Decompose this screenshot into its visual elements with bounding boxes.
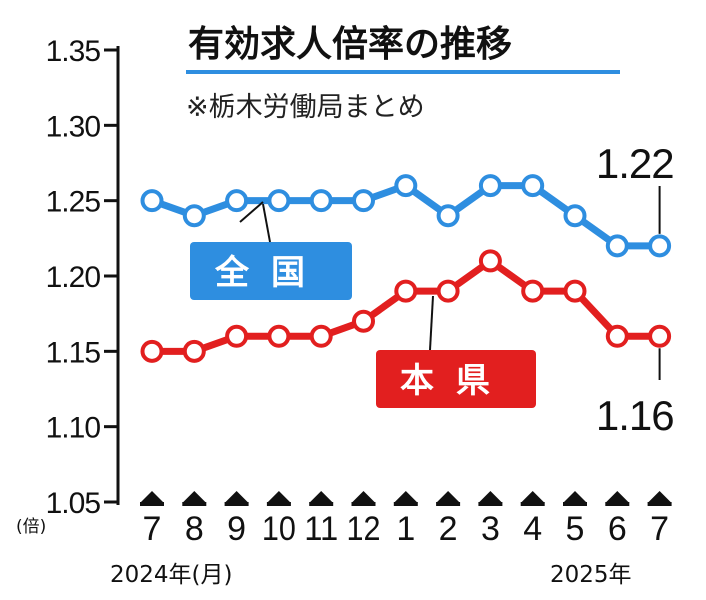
y-tick-label: 1.15 xyxy=(46,336,101,369)
x-tick-label: 8 xyxy=(185,510,204,548)
x-tick-base xyxy=(605,502,630,506)
end-label-national: 1.22 xyxy=(596,140,674,187)
data-point xyxy=(648,234,672,258)
x-tick-label: 3 xyxy=(481,510,500,548)
y-ticks: 1.35 1.30 1.25 1.20 1.15 1.10 1.05 xyxy=(46,35,118,520)
y-tick-label: 1.10 xyxy=(46,412,101,445)
x-tick-label: 11 xyxy=(304,510,338,548)
data-point xyxy=(309,189,333,213)
data-point xyxy=(309,324,333,348)
x-tick-base xyxy=(182,502,207,506)
x-tick-base xyxy=(520,502,545,506)
data-point xyxy=(563,204,587,228)
data-point xyxy=(648,324,672,348)
data-point xyxy=(394,279,418,303)
x-tick-label: 6 xyxy=(608,510,627,548)
x-tick-label: 2 xyxy=(439,510,458,548)
chart-title: 有効求人倍率の推移 xyxy=(188,24,512,65)
x-tick-marker xyxy=(309,491,334,503)
data-point xyxy=(140,339,164,363)
legend-leader-national xyxy=(262,203,271,243)
data-point xyxy=(352,189,375,213)
data-point xyxy=(521,174,545,198)
data-point xyxy=(182,204,206,228)
y-tick-label: 1.25 xyxy=(46,186,101,219)
x-tick-marker xyxy=(182,491,207,503)
data-point xyxy=(436,204,460,228)
title-underline xyxy=(186,70,620,74)
y-unit-label: (倍) xyxy=(16,517,46,537)
data-point xyxy=(478,174,502,198)
x-tick-marker xyxy=(393,491,418,503)
x-tick-marker xyxy=(605,491,630,503)
y-tick-label: 1.30 xyxy=(46,110,101,143)
x-tick-label: 1 xyxy=(396,510,415,548)
data-point xyxy=(605,234,629,258)
year-end-label: 2025年 xyxy=(550,562,632,588)
series-layer: 1.22 1.16 xyxy=(140,140,675,439)
x-tick-base xyxy=(478,502,503,506)
x-tick-marker xyxy=(436,491,461,503)
x-tick-label: 4 xyxy=(523,510,542,548)
data-point xyxy=(563,279,587,303)
x-tick-base xyxy=(563,502,587,506)
x-tick-marker xyxy=(140,491,164,503)
legend-label-prefecture: 本県 xyxy=(400,361,512,401)
x-tick-marker xyxy=(224,491,249,503)
x-tick-marker xyxy=(647,491,672,503)
y-tick-label: 1.35 xyxy=(46,35,101,68)
x-tick-base xyxy=(224,502,249,506)
data-point xyxy=(352,309,375,333)
x-tick-label: 9 xyxy=(227,510,246,548)
x-tick-label: 5 xyxy=(566,510,585,548)
y-tick-label: 1.20 xyxy=(46,261,101,294)
x-tick-base xyxy=(647,502,672,506)
data-point xyxy=(225,189,249,213)
x-ticks: 7 8 9 10 11 12 1 2 3 4 5 6 7 xyxy=(140,491,672,548)
x-tick-marker xyxy=(351,491,376,503)
end-label-prefecture: 1.16 xyxy=(596,392,674,439)
x-tick-marker xyxy=(520,491,545,503)
data-point xyxy=(436,279,460,303)
x-tick-base xyxy=(351,502,376,506)
data-point xyxy=(605,324,629,348)
x-tick-marker xyxy=(478,491,503,503)
data-point xyxy=(140,189,164,213)
x-tick-base xyxy=(436,502,461,506)
x-tick-marker xyxy=(563,491,587,503)
data-point xyxy=(267,189,291,213)
data-point xyxy=(267,324,291,348)
data-point xyxy=(521,279,545,303)
legend-leader-national xyxy=(239,201,264,223)
year-start-label: 2024年(月) xyxy=(110,562,232,588)
x-tick-base xyxy=(393,502,418,506)
x-tick-base xyxy=(140,502,164,506)
x-tick-label: 10 xyxy=(262,510,296,548)
x-tick-base xyxy=(309,502,334,506)
data-point xyxy=(182,339,206,363)
legend-label-national: 全国 xyxy=(214,253,327,293)
legend-leader-prefecture xyxy=(429,295,434,351)
legend-box-prefecture xyxy=(376,350,536,408)
x-tick-label: 7 xyxy=(650,510,669,548)
legend-box-national xyxy=(190,242,352,300)
x-tick-base xyxy=(266,502,291,506)
x-tick-label: 7 xyxy=(143,510,162,548)
chart-subtitle: ※栃木労働局まとめ xyxy=(186,92,425,123)
x-tick-marker xyxy=(266,491,291,503)
y-tick-label: 1.05 xyxy=(46,487,101,520)
data-point xyxy=(394,174,418,198)
x-tick-label: 12 xyxy=(347,510,381,548)
data-point xyxy=(225,324,249,348)
data-point xyxy=(478,249,502,273)
